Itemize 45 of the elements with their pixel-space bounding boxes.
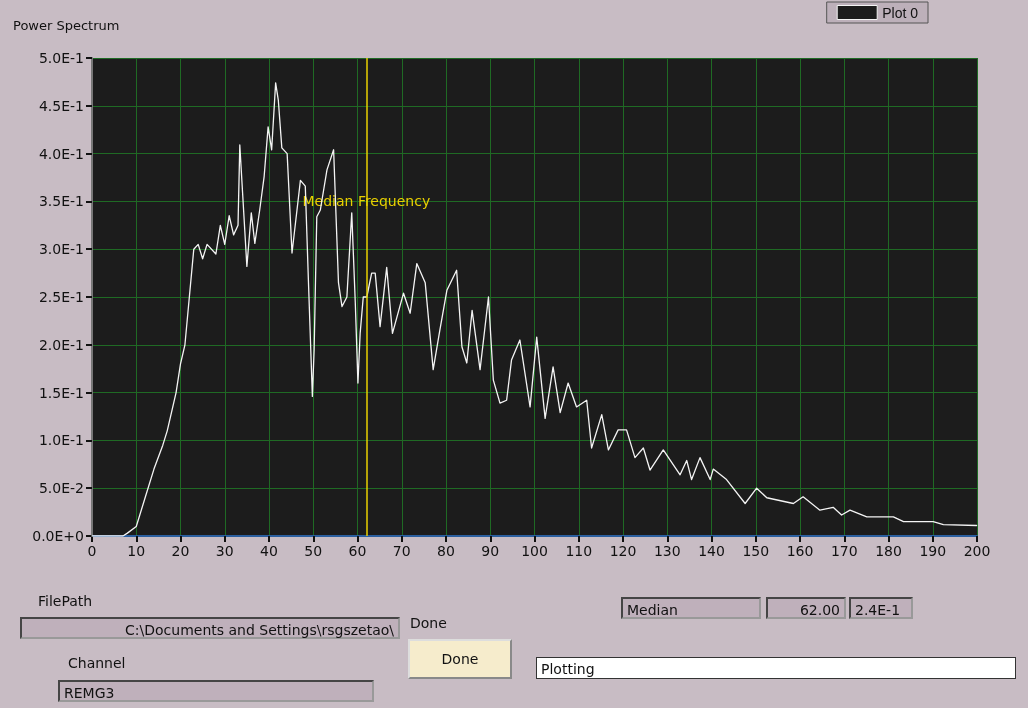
y-tick-label: 4.0E-1 [38,145,84,162]
x-tick-label: 150 [742,543,770,559]
text: Channel [68,655,126,671]
text-field: 2.4E-1 [849,597,913,619]
y-tick-label: 0.0E+0 [32,528,84,544]
y-tick-label: 3.5E-1 [38,193,84,210]
y-tick-label: 2.5E-1 [38,289,84,305]
x-tick-label: 20 [171,543,190,559]
y-tick-label: 1.5E-1 [38,384,84,401]
x-tick-label: 110 [565,543,593,559]
x-tick-label: 100 [521,543,548,559]
x-tick-label: 180 [875,543,902,559]
x-tick-label: 140 [698,543,725,559]
x-tick-label: 50 [304,543,323,559]
y-tick-label: 5.0E-1 [38,50,84,66]
x-tick-label: 80 [437,543,455,559]
x-tick-label: 10 [127,543,146,559]
y-tick-label: 2.0E-1 [38,336,84,353]
x-tick-label: 170 [830,543,858,559]
x-tick-label: 70 [392,543,411,559]
chart-title: Power Spectrum [13,18,120,33]
x-tick-label: 60 [348,543,367,559]
x-tick-label: 200 [963,543,991,559]
legend-label: Plot 0 [882,4,919,21]
x-tick-label: 30 [215,543,234,559]
x-tick-label: 130 [653,543,681,559]
y-tick-label: 4.5E-1 [38,97,84,114]
x-tick-label: 0 [87,543,97,559]
text-field: C:\Documents and Settings\rsgszetao\ [20,617,400,639]
x-tick-label: 160 [786,543,814,559]
button: Done [408,639,512,679]
x-tick-label: 120 [609,543,637,559]
x-tick-label: 90 [481,543,500,559]
text: FilePath [38,593,93,609]
text-field: Plotting [536,657,1016,679]
x-tick-label: 190 [919,543,947,559]
y-tick-label: 3.0E-1 [38,241,84,258]
line-series [91,82,978,537]
y-tick-label: 5.0E-2 [38,480,84,497]
y-tick-label: 1.0E-1 [38,432,84,449]
x-tick-label: 40 [260,543,278,559]
text-field: REMG3 [58,680,374,702]
text-field: Median [621,597,761,619]
text-field: 62.00 [766,597,846,619]
text: Done [410,615,447,631]
